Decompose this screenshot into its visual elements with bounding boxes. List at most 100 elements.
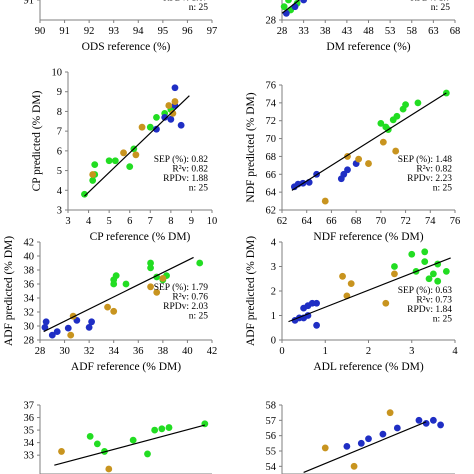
y-tick-label: 0 [271, 336, 276, 347]
data-point [144, 450, 151, 458]
data-point [386, 409, 394, 417]
data-point [41, 324, 49, 331]
data-point [105, 157, 113, 165]
regression-line [281, 0, 301, 14]
stats-line: RPDv: 1.? [410, 0, 450, 4]
data-point [282, 9, 290, 17]
x-tick-label: 9 [189, 216, 194, 227]
data-point [146, 123, 154, 131]
x-tick-label: 6 [127, 216, 132, 227]
data-point [339, 272, 346, 280]
x-tick-label: 68 [351, 216, 362, 227]
data-point [415, 416, 423, 424]
data-point [111, 157, 119, 165]
x-axis-title: ADL reference (% DM) [313, 361, 424, 373]
stats-line: RPDv: 1.84 [407, 305, 452, 315]
y-tick-label: 37 [24, 401, 35, 412]
x-axis-title: ODS reference (%) [82, 41, 171, 53]
y-tick-label: 40 [24, 252, 35, 263]
data-point [105, 465, 113, 473]
y-tick-label: 55 [266, 447, 277, 458]
data-point [300, 304, 308, 312]
y-tick-label: 4 [57, 186, 63, 197]
stats-line: SEP (%): 1.79 [154, 282, 209, 293]
y-tick-label: 34 [24, 438, 35, 449]
data-point [414, 99, 422, 107]
panel-bottom-right: 54 55 56 57 58 [266, 401, 455, 474]
regression-line [43, 256, 194, 333]
data-point [437, 421, 444, 429]
y-tick-label: 30 [24, 322, 35, 333]
x-tick-label: 28 [277, 26, 288, 37]
x-tick-label: 92 [84, 26, 95, 37]
data-point [393, 424, 401, 432]
data-point [357, 439, 365, 447]
stats-line: n: 25 [189, 184, 209, 194]
x-tick-label: 28 [35, 346, 46, 357]
data-point [442, 268, 450, 275]
data-point [313, 299, 320, 307]
data-point [379, 430, 387, 438]
x-tick-label: 72 [400, 216, 411, 227]
data-point [158, 425, 166, 433]
y-tick-label: 64 [266, 188, 277, 199]
data-point [81, 190, 88, 198]
data-point [343, 443, 351, 450]
y-tick-label: 42 [24, 238, 35, 249]
stats-line: n: 25 [433, 184, 453, 194]
data-point [377, 119, 385, 127]
data-point [93, 440, 101, 448]
panel-adl: 0 1 2 3 4 0 1 2 3 4 ADL reference (% DM) ADF predic… [245, 236, 458, 373]
x-tick-label: 42 [207, 346, 218, 357]
regression-line [54, 424, 205, 466]
y-tick-label: 9 [57, 87, 62, 98]
data-point [58, 448, 65, 455]
data-point [392, 147, 400, 155]
data-point [120, 149, 127, 157]
x-axis-title: NDF reference (% DM) [313, 231, 423, 243]
y-tick-label: 28 [24, 336, 35, 347]
data-point [138, 123, 146, 131]
data-point [425, 275, 433, 283]
x-tick-label: 64 [301, 216, 312, 227]
data-point [340, 170, 348, 178]
y-tick-label: 72 [266, 116, 277, 127]
panel-adf: 28 30 32 34 36 38 40 42 28 30 32 34 36 38 40 42 ADF refe… [3, 236, 217, 373]
data-point [89, 177, 97, 184]
y-tick-label: 91 [24, 0, 35, 7]
x-tick-label: 4 [86, 216, 92, 227]
data-point [89, 171, 97, 178]
data-point [147, 264, 154, 272]
data-point [165, 424, 173, 431]
data-point [153, 289, 161, 296]
y-tick-label: 32 [24, 308, 35, 319]
y-tick-label: 68 [266, 152, 277, 163]
data-point [161, 113, 169, 121]
x-tick-label: 36 [133, 346, 144, 357]
regression-line [303, 421, 427, 474]
data-point [429, 416, 437, 424]
x-tick-label: 70 [376, 216, 387, 227]
x-tick-label: 91 [59, 26, 70, 37]
data-point [321, 197, 329, 205]
stats-line: n: 25 [189, 3, 209, 13]
y-tick-label: 36 [24, 280, 35, 291]
regression-line [288, 257, 451, 323]
stats-line: SEP (%): 1.48 [398, 154, 453, 165]
x-tick-label: 53 [385, 26, 396, 37]
y-axis-title: ADF predicted (% DM) [3, 236, 15, 346]
y-tick-label: 76 [266, 81, 277, 92]
data-point [321, 444, 329, 452]
data-point [391, 270, 398, 278]
x-tick-label: 8 [168, 216, 173, 227]
x-tick-label: 10 [207, 216, 218, 227]
data-point [350, 462, 358, 470]
y-tick-label: 74 [266, 98, 277, 109]
x-tick-label: 32 [84, 346, 95, 357]
data-point [167, 115, 175, 123]
y-axis-title: CP predicted (% DM) [31, 90, 43, 191]
data-point [53, 328, 61, 335]
data-point [408, 250, 416, 258]
